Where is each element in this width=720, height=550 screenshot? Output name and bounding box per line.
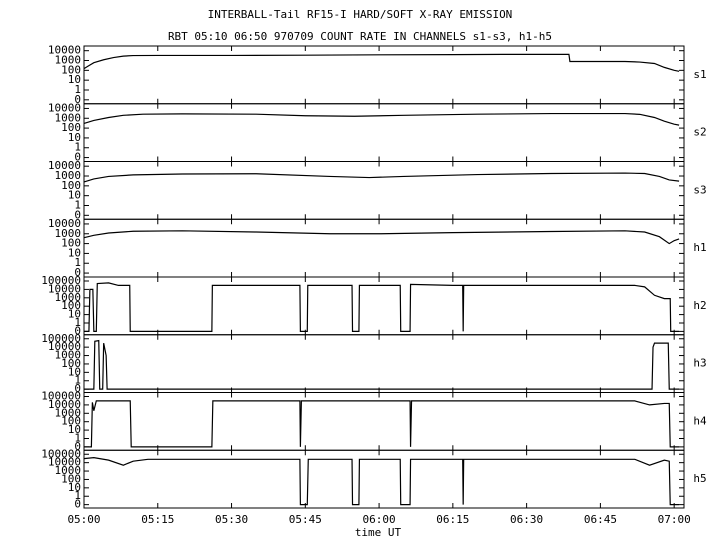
y-tick-label: 100000	[41, 447, 81, 460]
y-tick-label: 1	[74, 83, 81, 96]
panel-label: s1	[693, 68, 706, 81]
y-tick-label: 10000	[48, 44, 81, 57]
y-tick-label: 10000	[48, 282, 81, 295]
panel-frame	[83, 334, 685, 393]
x-tick-label: 05:15	[141, 513, 174, 526]
chart-title: INTERBALL-Tail RF15-I HARD/SOFT X-RAY EM…	[208, 8, 513, 21]
y-tick-label: 1000	[55, 111, 82, 124]
y-tick-label: 1000	[55, 464, 82, 477]
x-tick-label: 07:00	[658, 513, 691, 526]
panel-label: h1	[693, 241, 706, 254]
panel-frame	[83, 103, 685, 162]
y-tick-label: 0	[74, 440, 81, 453]
y-tick-label: 1	[74, 374, 81, 387]
x-tick-label: 05:30	[215, 513, 248, 526]
x-tick-label: 05:00	[67, 513, 100, 526]
y-tick-label: 1	[74, 489, 81, 502]
y-tick-label: 0	[74, 93, 81, 106]
y-tick-label: 10	[68, 423, 81, 436]
x-axis-label: time UT	[355, 526, 402, 539]
y-tick-label: 0	[74, 382, 81, 395]
y-tick-label: 100	[61, 357, 81, 370]
y-tick-label: 10000	[48, 456, 81, 469]
y-tick-label: 1000	[55, 227, 82, 240]
panel-frame	[83, 218, 685, 278]
x-tick-label: 06:00	[363, 513, 396, 526]
y-tick-label: 10	[68, 246, 81, 259]
y-tick-label: 0	[74, 324, 81, 337]
y-tick-label: 10000	[48, 101, 81, 114]
y-tick-label: 10	[68, 73, 81, 86]
y-tick-label: 10	[68, 189, 81, 202]
x-tick-label: 06:15	[436, 513, 469, 526]
data-line	[83, 53, 680, 72]
data-line	[83, 456, 680, 506]
y-tick-label: 100000	[41, 274, 81, 287]
data-line	[84, 282, 680, 332]
y-tick-label: 10	[68, 308, 81, 321]
y-tick-label: 0	[74, 498, 81, 511]
x-tick-label: 05:45	[289, 513, 322, 526]
y-tick-label: 10	[68, 365, 81, 378]
y-tick-label: 1	[74, 316, 81, 329]
panel-label: s2	[693, 126, 706, 139]
panel-label: s3	[693, 183, 706, 196]
y-tick-label: 10000	[48, 217, 81, 230]
y-tick-label: 100	[61, 415, 81, 428]
data-line	[84, 400, 680, 448]
y-tick-label: 1	[74, 431, 81, 444]
x-tick-label: 06:45	[584, 513, 617, 526]
panel-label: h2	[693, 299, 706, 312]
data-line	[84, 339, 680, 390]
y-tick-label: 100	[61, 63, 81, 76]
data-line	[83, 230, 680, 245]
panel-label: h5	[693, 472, 706, 485]
y-tick-label: 100	[61, 121, 81, 134]
panel-frame	[83, 161, 685, 220]
y-tick-label: 10000	[48, 159, 81, 172]
y-tick-label: 100000	[41, 390, 81, 403]
y-tick-label: 100	[61, 472, 81, 485]
y-tick-label: 1000	[55, 54, 82, 67]
data-line	[83, 172, 680, 183]
y-tick-label: 100	[61, 299, 81, 312]
y-tick-label: 10	[68, 131, 81, 144]
y-tick-label: 1000	[55, 349, 82, 362]
y-tick-label: 100	[61, 237, 81, 250]
y-tick-label: 10000	[48, 340, 81, 353]
y-tick-label: 10000	[48, 398, 81, 411]
y-tick-label: 0	[74, 208, 81, 221]
y-tick-label: 1000	[55, 169, 82, 182]
data-line	[83, 112, 680, 126]
chart-subtitle: RBT 05:10 06:50 970709 COUNT RATE IN CHA…	[168, 30, 552, 43]
y-tick-label: 1	[74, 256, 81, 269]
y-tick-label: 1	[74, 141, 81, 154]
y-tick-label: 0	[74, 266, 81, 279]
panel-label: h4	[693, 414, 707, 427]
y-tick-label: 10	[68, 481, 81, 494]
x-tick-label: 06:30	[510, 513, 543, 526]
y-tick-label: 1000	[55, 291, 82, 304]
y-tick-label: 0	[74, 151, 81, 164]
y-tick-label: 100	[61, 179, 81, 192]
y-tick-label: 1000	[55, 406, 82, 419]
y-tick-label: 100000	[41, 332, 81, 345]
y-tick-label: 1	[74, 198, 81, 211]
panel-label: h3	[693, 357, 706, 370]
